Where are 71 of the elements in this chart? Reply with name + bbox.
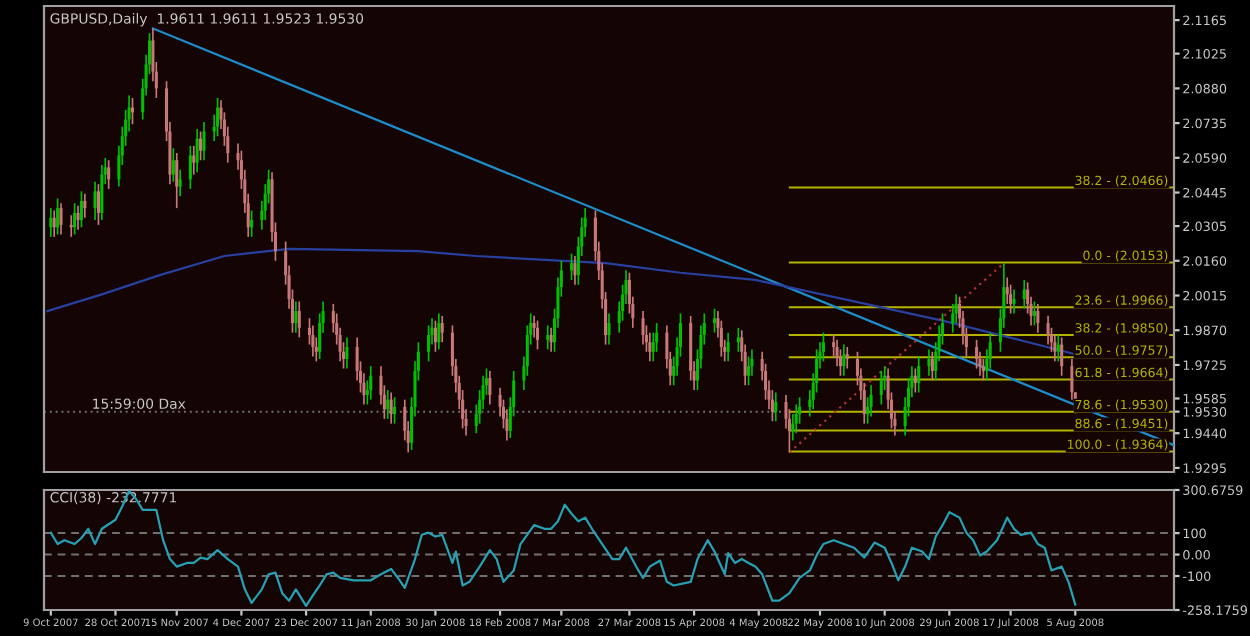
candlestick (345, 336, 349, 370)
candlestick (59, 202, 63, 236)
candlestick (1053, 334, 1057, 363)
candlestick (1060, 336, 1064, 377)
candlestick (750, 348, 754, 377)
candlestick (573, 255, 577, 286)
candlestick (437, 312, 441, 351)
candlestick (736, 327, 740, 353)
candlestick (869, 384, 873, 418)
candlestick (832, 334, 836, 358)
candlestick (386, 389, 390, 420)
candlestick (549, 327, 553, 353)
candlestick (297, 300, 301, 339)
candlestick (927, 348, 931, 377)
candlestick (1009, 283, 1013, 315)
candlestick (188, 145, 192, 190)
candlestick (294, 300, 298, 334)
candlestick (913, 367, 917, 394)
candlestick (917, 355, 921, 394)
candlestick (52, 209, 56, 238)
candlestick (93, 180, 97, 221)
line-series (49, 490, 1077, 607)
candlestick (100, 164, 104, 221)
candlestick (1022, 279, 1026, 310)
candlestick (505, 408, 509, 442)
line-series (46, 247, 1077, 356)
candlestick (689, 315, 693, 382)
candlestick (774, 391, 778, 423)
candlestick (389, 391, 393, 425)
candlestick (546, 324, 550, 351)
candlestick (250, 209, 254, 238)
candlestick (1046, 315, 1050, 346)
candlestick (712, 307, 717, 334)
candlestick (73, 202, 77, 236)
candlestick (56, 197, 60, 236)
candlestick (798, 396, 802, 425)
candlestick (845, 346, 849, 370)
candlestick (641, 310, 645, 346)
candlestick (726, 331, 730, 363)
candlestick (842, 343, 846, 377)
candlestick (1036, 303, 1040, 334)
candlestick (535, 319, 540, 351)
candlestick (171, 147, 175, 183)
candlestick (49, 207, 53, 238)
candlestick (1070, 358, 1074, 401)
candlestick (311, 324, 315, 358)
candlestick (1005, 276, 1009, 305)
candlestick (76, 204, 80, 231)
candlestick (178, 168, 182, 197)
candlestick (719, 319, 723, 358)
candlestick (488, 370, 492, 406)
candlestick (175, 152, 179, 209)
candlestick (981, 358, 985, 382)
candlestick (607, 312, 611, 346)
candlestick (83, 192, 87, 219)
candlestick (655, 322, 659, 353)
candlestick (770, 389, 774, 423)
candlestick (107, 159, 111, 190)
candlestick (1012, 288, 1016, 315)
candlestick (393, 396, 397, 425)
candlestick (651, 331, 655, 363)
candlestick (930, 350, 934, 382)
candlestick (427, 324, 431, 363)
candlestick (369, 365, 373, 401)
candlestick (879, 370, 883, 406)
candlestick (648, 331, 652, 363)
candlestick (192, 145, 196, 176)
candlestick (794, 403, 798, 435)
candlestick (440, 315, 444, 344)
candlestick (202, 121, 206, 162)
candlestick (195, 128, 199, 174)
